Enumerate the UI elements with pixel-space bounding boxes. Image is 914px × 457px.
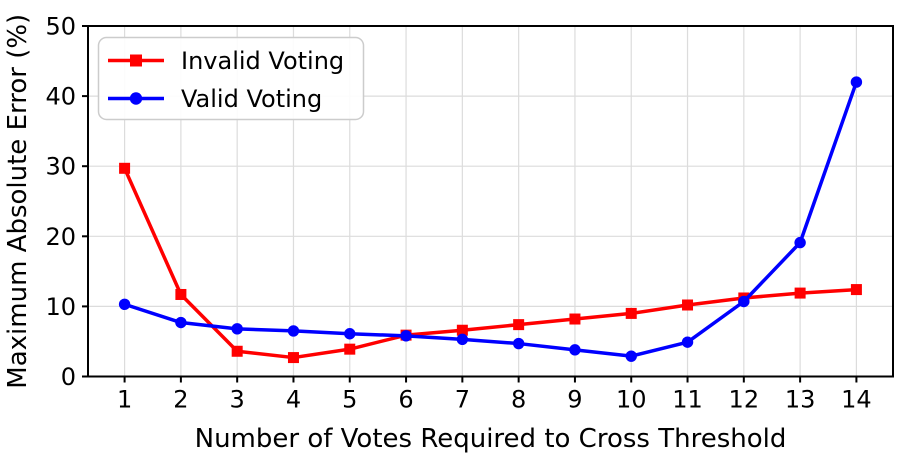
valid-voting-marker [681, 336, 694, 348]
valid-voting-marker [287, 325, 300, 337]
x-tick-label: 12 [729, 386, 760, 414]
x-tick-label: 10 [616, 386, 647, 414]
valid-voting-marker [456, 333, 469, 346]
x-tick-label: 7 [455, 386, 470, 414]
x-tick-label: 2 [173, 386, 188, 414]
x-tick-labels: 1 2 3 4 5 6 7 8 9 10 11 12 13 14 [117, 386, 872, 414]
valid-voting-marker [738, 295, 750, 308]
valid-voting-marker [794, 236, 806, 249]
x-tick-label: 4 [286, 386, 301, 414]
x-tick-label: 8 [511, 386, 526, 414]
invalid-voting-markers [119, 162, 862, 364]
legend: Invalid Voting Valid Voting [97, 36, 365, 121]
invalid-voting-marker [513, 319, 525, 331]
invalid-voting-marker [456, 324, 468, 336]
invalid-voting-marker [569, 313, 581, 325]
x-tick-label: 9 [567, 386, 582, 414]
y-tick-label: 0 [61, 363, 76, 391]
x-tick-label: 1 [117, 386, 132, 414]
valid-voting-legend-marker [129, 92, 143, 105]
x-tick-label: 6 [398, 386, 413, 414]
x-axis-label: Number of Votes Required to Cross Thresh… [195, 424, 787, 454]
valid-voting-line [122, 80, 859, 358]
invalid-voting-marker [850, 284, 862, 296]
valid-voting-markers [118, 76, 863, 362]
x-tick-label: 14 [841, 386, 872, 414]
invalid-voting-marker [287, 352, 299, 364]
y-axis-label: Maximum Absolute Error (%) [3, 14, 33, 389]
invalid-voting-legend-marker [130, 54, 142, 67]
y-tick-label: 50 [45, 13, 76, 41]
plot-frame [87, 25, 894, 378]
x-tick-label: 3 [230, 386, 245, 414]
valid-voting-legend-label: Valid Voting [181, 85, 322, 113]
valid-voting-marker [400, 330, 412, 342]
invalid-voting-marker [119, 162, 131, 174]
y-tick-label: 20 [45, 223, 76, 251]
y-tick-label: 10 [45, 293, 76, 321]
valid-voting-marker [625, 350, 637, 362]
valid-voting-marker [231, 323, 243, 335]
x-tick-label: 13 [785, 386, 816, 414]
legend-box [97, 36, 365, 121]
valid-voting-marker [344, 328, 356, 340]
valid-voting-marker [569, 344, 581, 356]
invalid-voting-line [122, 166, 859, 360]
x-tick-label: 5 [342, 386, 357, 414]
invalid-voting-legend-label: Invalid Voting [181, 47, 344, 75]
x-tick-label: 11 [672, 386, 703, 414]
y-tick-label: 30 [45, 153, 76, 181]
invalid-voting-marker [231, 345, 243, 357]
valid-voting-marker [512, 337, 525, 350]
valid-voting-marker [850, 76, 863, 88]
valid-voting-marker [118, 298, 131, 310]
invalid-voting-marker [794, 287, 806, 299]
invalid-voting-marker [625, 307, 637, 319]
y-tick-label: 40 [45, 83, 76, 111]
y-tick-labels: 0 10 20 30 40 50 [45, 13, 76, 392]
invalid-voting-marker [682, 299, 694, 311]
invalid-voting-marker [344, 343, 356, 355]
ticks [82, 25, 858, 383]
invalid-voting-marker [175, 288, 187, 300]
valid-voting-marker [175, 316, 187, 329]
